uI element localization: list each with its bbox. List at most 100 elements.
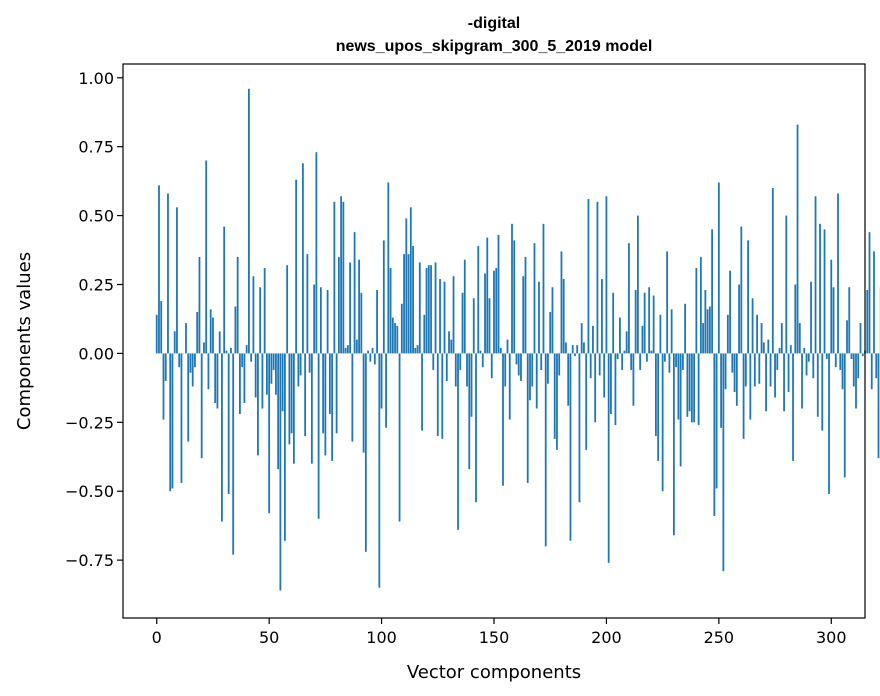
- bar-93: [364, 353, 367, 552]
- bar-24: [209, 309, 212, 354]
- bar-65: [301, 163, 304, 354]
- bar-159: [513, 240, 516, 354]
- bar-177: [553, 353, 556, 439]
- bar-70: [313, 284, 316, 354]
- bars-group: [155, 88, 880, 591]
- bar-310: [852, 353, 855, 387]
- bar-183: [567, 353, 570, 406]
- bar-85: [346, 345, 349, 354]
- bar-230: [672, 353, 675, 536]
- bar-31: [225, 350, 228, 354]
- bar-194: [592, 325, 594, 354]
- bar-0: [155, 314, 158, 354]
- bar-241: [697, 353, 700, 426]
- bar-299: [828, 353, 830, 494]
- bar-304: [839, 353, 842, 370]
- bar-80: [335, 353, 338, 434]
- bar-188: [578, 353, 581, 503]
- bar-253: [724, 353, 727, 390]
- bar-127: [441, 353, 444, 439]
- bar-289: [805, 353, 808, 376]
- bar-263: [747, 240, 749, 354]
- bar-16: [191, 353, 194, 387]
- bar-254: [726, 314, 729, 354]
- bar-162: [520, 353, 522, 381]
- bar-298: [825, 353, 828, 359]
- bar-214: [637, 215, 639, 354]
- bar-261: [742, 353, 745, 439]
- bar-175: [549, 312, 552, 354]
- bar-103: [387, 182, 390, 354]
- y-tick-label-7: 1.00: [78, 69, 114, 88]
- bar-178: [556, 353, 558, 450]
- bar-20: [200, 353, 203, 459]
- bar-134: [457, 353, 459, 530]
- bar-280: [785, 215, 788, 354]
- bar-13: [185, 323, 187, 354]
- bar-180: [560, 251, 563, 354]
- bar-6: [169, 353, 172, 492]
- bar-3: [162, 353, 165, 420]
- bar-172: [542, 223, 545, 354]
- bar-82: [340, 196, 342, 354]
- bar-246: [708, 306, 711, 354]
- bar-105: [391, 317, 394, 354]
- bar-149: [490, 353, 493, 379]
- bar-265: [751, 298, 754, 354]
- bar-130: [448, 331, 450, 354]
- bar-314: [861, 353, 864, 357]
- bar-158: [511, 223, 513, 354]
- bar-156: [506, 339, 509, 354]
- bar-317: [868, 232, 871, 354]
- bar-143: [477, 245, 480, 354]
- bar-107: [396, 325, 399, 354]
- bar-38: [241, 353, 244, 368]
- bar-125: [436, 353, 439, 437]
- bar-102: [385, 353, 387, 428]
- bar-8: [173, 331, 176, 354]
- bar-52: [272, 353, 275, 370]
- bar-28: [218, 331, 221, 354]
- bar-219: [648, 287, 651, 354]
- bar-267: [756, 314, 758, 354]
- bar-285: [796, 124, 799, 354]
- bar-157: [508, 353, 511, 420]
- bar-22: [205, 160, 208, 354]
- bar-95: [369, 353, 372, 362]
- bar-203: [612, 292, 615, 354]
- bar-26: [214, 353, 217, 404]
- bar-91: [360, 292, 363, 354]
- bar-319: [873, 251, 875, 354]
- bar-169: [535, 353, 538, 409]
- bar-40: [245, 345, 248, 354]
- x-tick-label-2: 100: [366, 628, 397, 647]
- bar-98: [376, 290, 378, 354]
- bar-129: [445, 353, 448, 381]
- bar-115: [414, 347, 417, 354]
- bar-217: [643, 292, 646, 354]
- bar-133: [454, 353, 457, 387]
- bar-233: [679, 353, 682, 467]
- bar-193: [589, 353, 592, 379]
- bar-184: [569, 353, 572, 541]
- y-tick-label-3: 0.00: [78, 344, 114, 363]
- bar-248: [713, 353, 716, 517]
- bar-42: [250, 353, 253, 362]
- bar-154: [502, 353, 504, 486]
- bar-92: [362, 353, 365, 453]
- bar-64: [299, 353, 302, 376]
- bar-148: [488, 298, 491, 354]
- bar-87: [351, 353, 354, 442]
- bar-190: [583, 342, 585, 354]
- bar-144: [479, 350, 482, 354]
- bar-309: [850, 353, 853, 359]
- bar-260: [740, 226, 743, 354]
- bar-37: [239, 353, 241, 415]
- x-tick-label-3: 150: [479, 628, 510, 647]
- bar-151: [495, 267, 498, 354]
- bar-189: [580, 323, 583, 354]
- x-tick-label-6: 300: [816, 628, 847, 647]
- bar-212: [632, 353, 635, 406]
- bar-202: [610, 353, 612, 415]
- bar-47: [261, 353, 264, 409]
